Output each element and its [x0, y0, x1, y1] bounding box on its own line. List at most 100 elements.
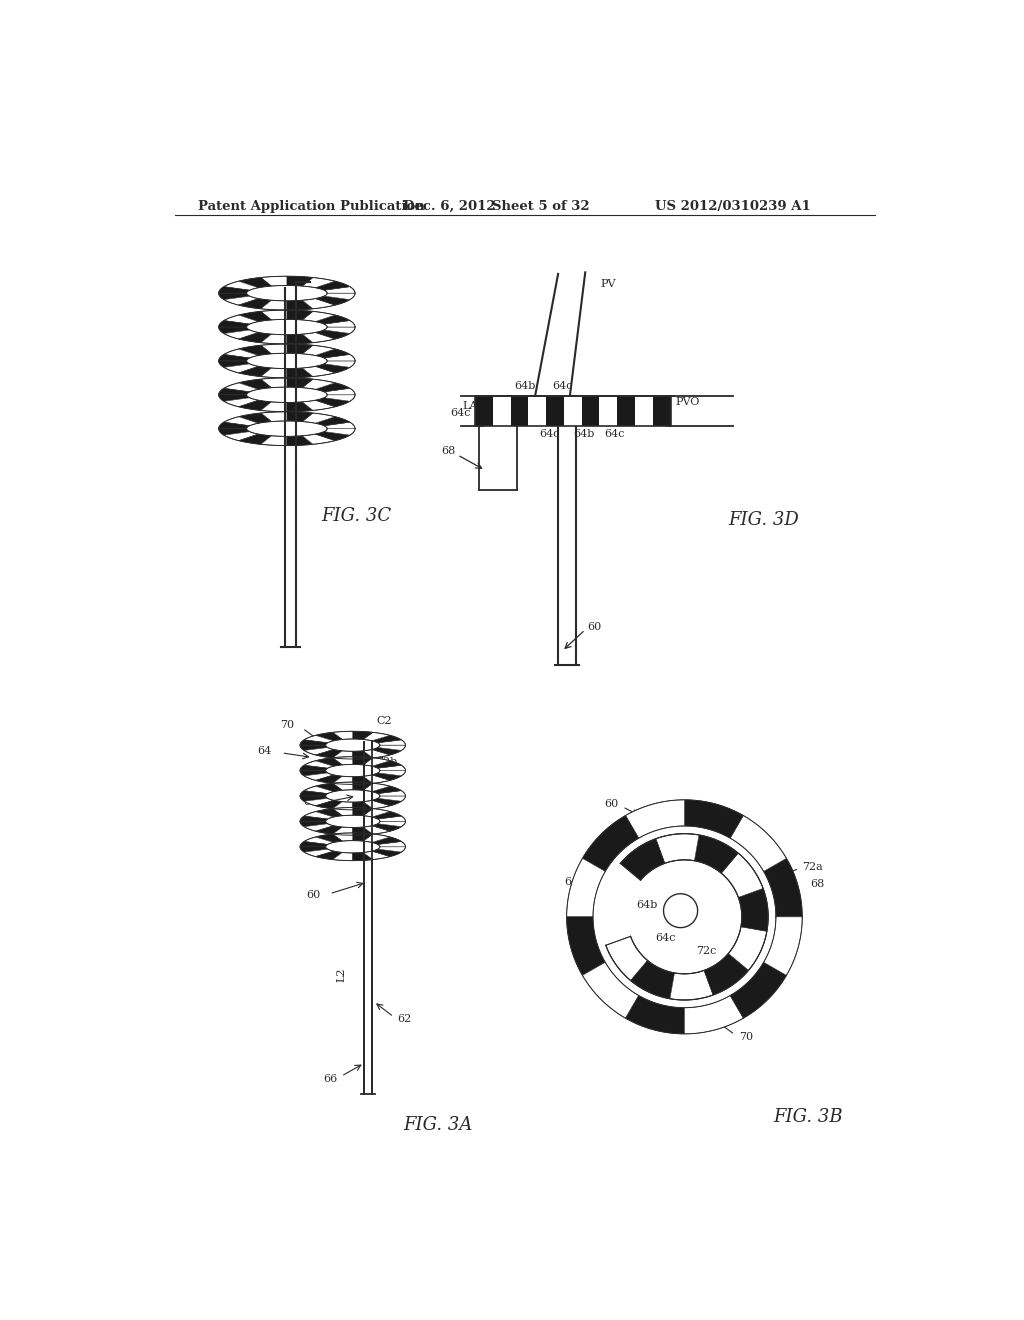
Polygon shape: [261, 334, 287, 345]
Polygon shape: [325, 388, 355, 395]
Polygon shape: [333, 801, 352, 810]
Polygon shape: [315, 296, 350, 305]
Polygon shape: [302, 400, 335, 411]
Polygon shape: [304, 747, 334, 755]
Text: 64b: 64b: [514, 381, 536, 391]
Polygon shape: [325, 360, 355, 367]
Polygon shape: [287, 276, 313, 286]
Text: US 2012/0310239 A1: US 2012/0310239 A1: [655, 199, 811, 213]
Polygon shape: [302, 413, 335, 424]
Polygon shape: [325, 395, 355, 401]
Polygon shape: [304, 837, 334, 845]
Text: FIG. 3C: FIG. 3C: [322, 507, 392, 525]
Polygon shape: [219, 429, 250, 436]
Polygon shape: [302, 312, 335, 322]
Text: 64c: 64c: [539, 429, 559, 440]
Polygon shape: [378, 739, 406, 744]
Polygon shape: [372, 760, 401, 768]
Polygon shape: [566, 858, 605, 917]
Text: 64a: 64a: [564, 878, 586, 887]
Polygon shape: [304, 812, 334, 818]
Polygon shape: [224, 432, 258, 441]
Polygon shape: [219, 360, 250, 367]
Polygon shape: [302, 367, 335, 376]
Polygon shape: [304, 824, 334, 832]
Polygon shape: [626, 800, 684, 838]
Polygon shape: [352, 828, 373, 836]
Polygon shape: [664, 894, 697, 928]
Polygon shape: [315, 432, 350, 441]
Polygon shape: [378, 791, 406, 796]
Polygon shape: [315, 315, 350, 325]
Polygon shape: [364, 826, 390, 834]
Bar: [564, 396, 582, 426]
Polygon shape: [372, 747, 401, 755]
Bar: [599, 396, 617, 426]
Polygon shape: [352, 731, 373, 739]
Polygon shape: [352, 776, 373, 784]
Polygon shape: [333, 751, 352, 759]
Polygon shape: [302, 333, 335, 343]
Polygon shape: [333, 833, 352, 841]
Polygon shape: [224, 315, 258, 325]
Polygon shape: [372, 787, 401, 793]
Polygon shape: [239, 434, 271, 445]
Polygon shape: [304, 787, 334, 793]
Text: 60: 60: [306, 890, 321, 900]
Polygon shape: [684, 995, 743, 1034]
Polygon shape: [315, 851, 342, 859]
Polygon shape: [730, 816, 786, 871]
Polygon shape: [224, 383, 258, 392]
Polygon shape: [302, 379, 335, 389]
Text: 72b: 72b: [659, 804, 681, 814]
Bar: [511, 396, 528, 426]
Polygon shape: [372, 824, 401, 832]
Polygon shape: [300, 821, 328, 826]
Polygon shape: [325, 293, 355, 300]
Polygon shape: [287, 401, 313, 412]
Text: 62: 62: [397, 1014, 412, 1024]
Polygon shape: [287, 345, 313, 354]
Polygon shape: [261, 436, 287, 446]
Polygon shape: [364, 783, 390, 792]
Polygon shape: [325, 422, 355, 429]
Polygon shape: [224, 348, 258, 358]
Polygon shape: [378, 766, 406, 771]
Polygon shape: [764, 917, 802, 975]
Polygon shape: [287, 368, 313, 378]
Polygon shape: [764, 858, 802, 917]
Polygon shape: [224, 296, 258, 305]
Polygon shape: [364, 834, 390, 842]
Polygon shape: [372, 799, 401, 805]
Polygon shape: [315, 783, 342, 792]
Text: 68: 68: [810, 879, 824, 888]
Polygon shape: [302, 298, 335, 309]
Polygon shape: [287, 300, 313, 310]
Polygon shape: [730, 962, 786, 1018]
Polygon shape: [300, 816, 328, 821]
Polygon shape: [325, 321, 355, 327]
Polygon shape: [372, 735, 401, 743]
Text: FIG. 3A: FIG. 3A: [403, 1115, 473, 1134]
Polygon shape: [224, 330, 258, 339]
Text: 72b: 72b: [376, 758, 397, 767]
Polygon shape: [287, 378, 313, 388]
Bar: [493, 396, 511, 426]
Polygon shape: [219, 286, 250, 293]
Text: 64: 64: [257, 746, 271, 756]
Polygon shape: [333, 828, 352, 836]
Text: 72c: 72c: [696, 946, 717, 957]
Polygon shape: [239, 312, 271, 322]
Text: FIG. 3B: FIG. 3B: [774, 1107, 843, 1126]
Polygon shape: [364, 750, 390, 758]
Polygon shape: [352, 808, 373, 816]
Polygon shape: [300, 841, 328, 847]
Polygon shape: [315, 397, 350, 407]
Polygon shape: [352, 781, 373, 791]
Polygon shape: [261, 345, 287, 354]
Polygon shape: [583, 816, 639, 871]
Polygon shape: [300, 847, 328, 853]
Polygon shape: [315, 809, 342, 817]
Polygon shape: [300, 771, 328, 776]
Polygon shape: [684, 800, 743, 838]
